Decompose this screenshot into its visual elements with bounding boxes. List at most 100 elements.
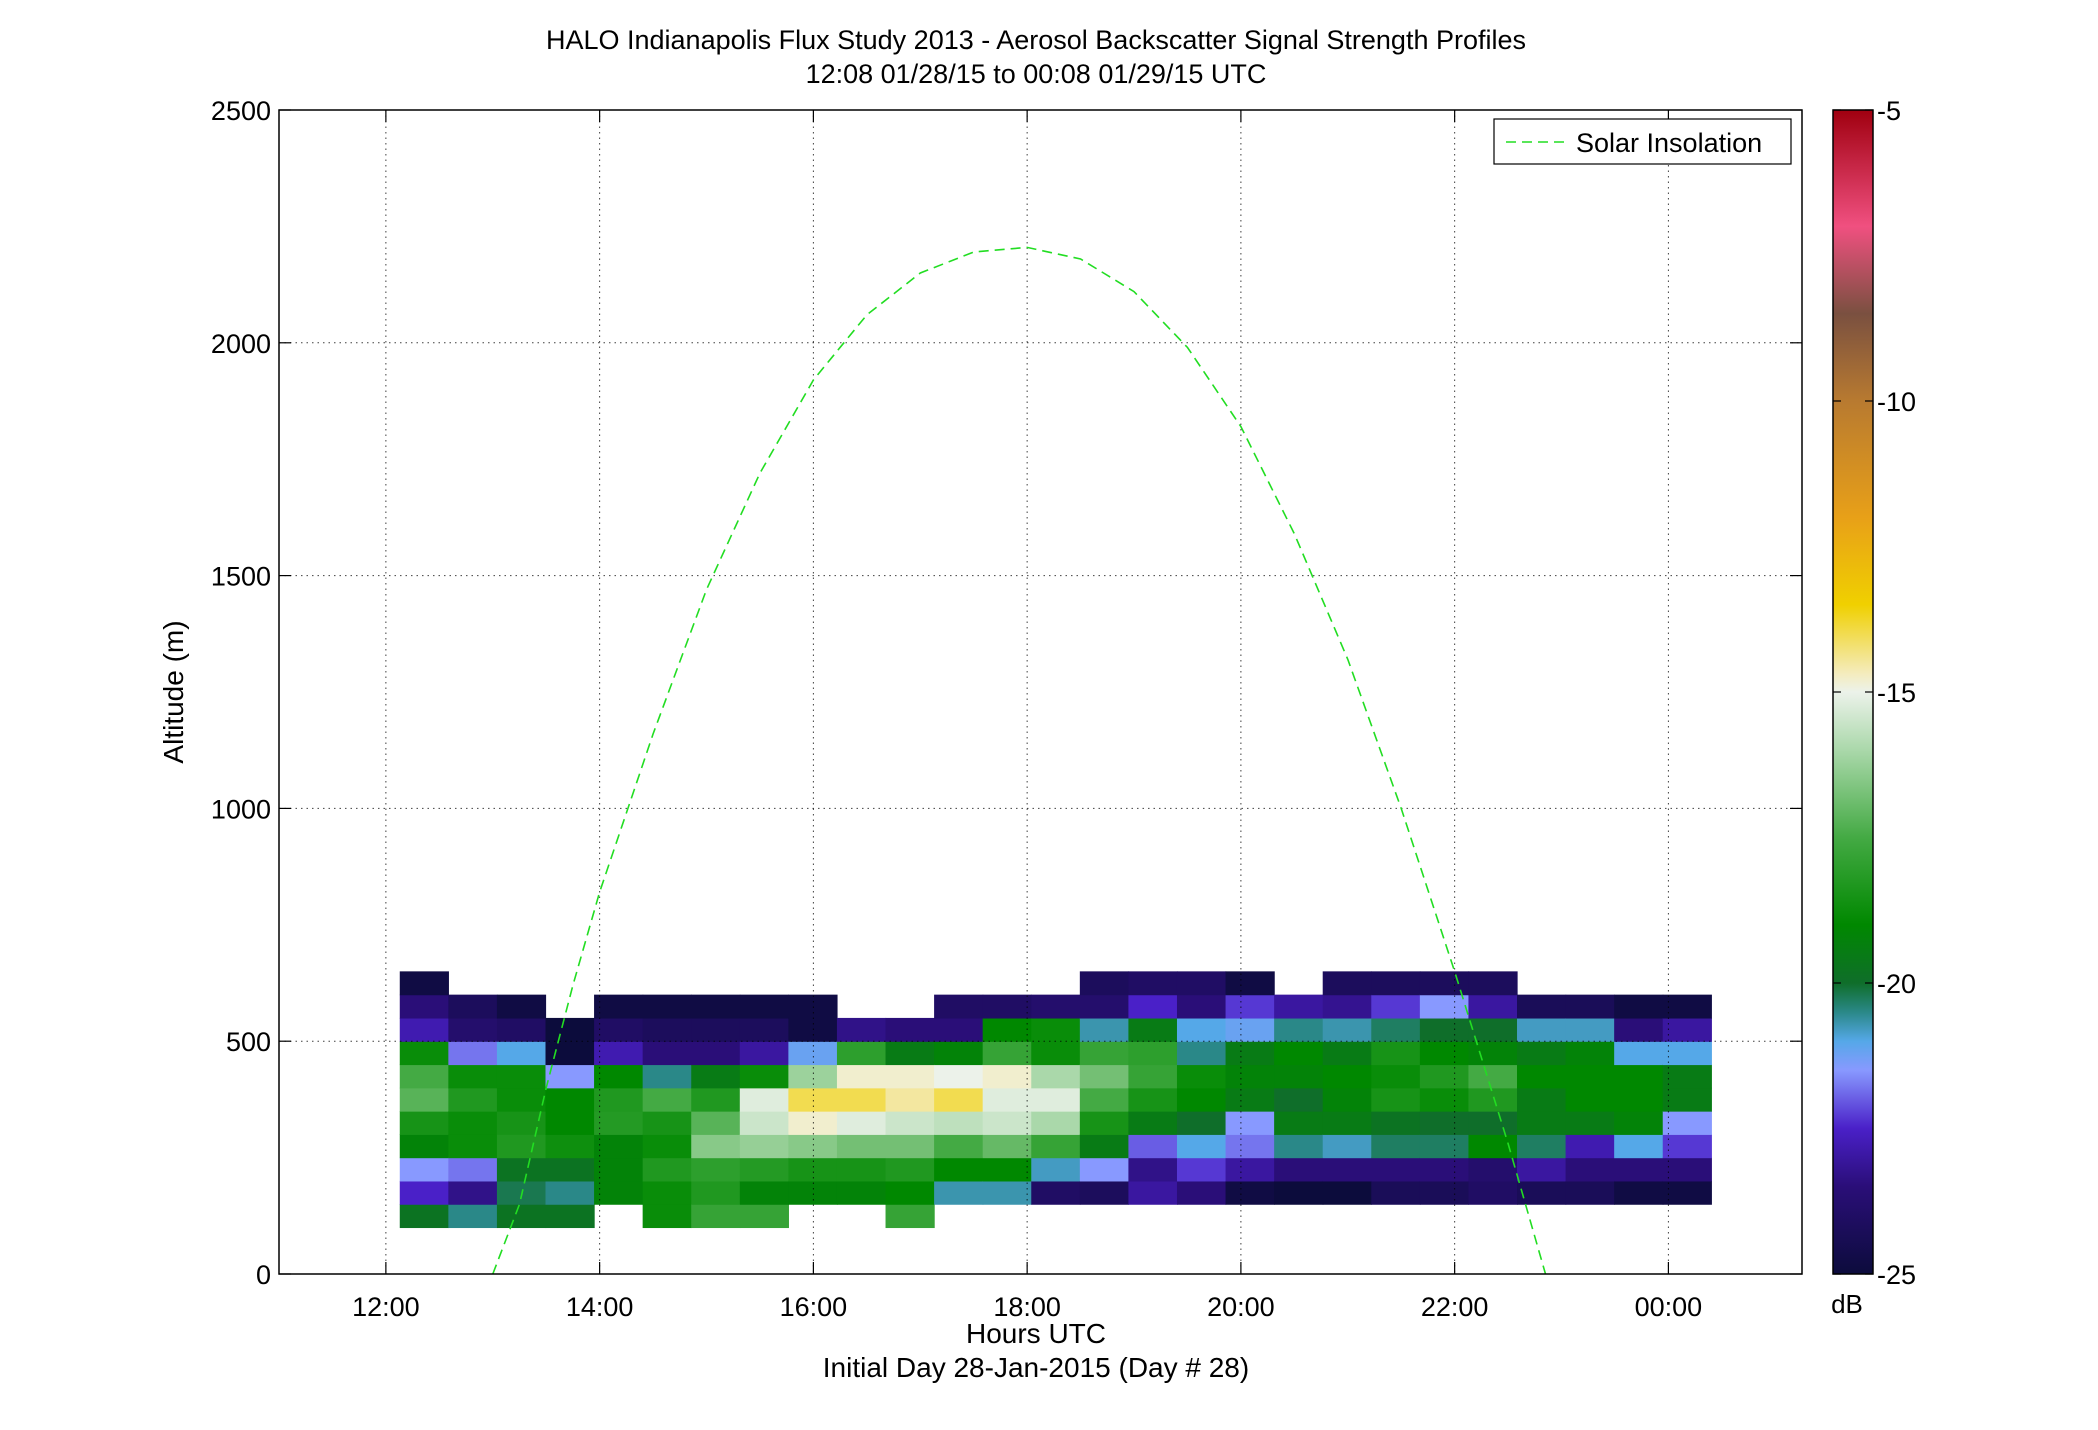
heatmap-cell [1517,1111,1567,1135]
x-axis-label: Hours UTC [966,1318,1106,1349]
chart-subtitle: 12:08 01/28/15 to 00:08 01/29/15 UTC [806,59,1267,89]
heatmap-cell [739,1064,789,1089]
heatmap-cell [496,1134,547,1159]
heatmap-cell [739,1134,789,1159]
heatmap-cell [885,1134,935,1159]
heatmap-cell [1614,1087,1664,1112]
heatmap-cell [399,971,449,996]
heatmap-cell [788,1157,838,1182]
heatmap-cell [1468,1157,1518,1182]
heatmap-cell [1176,1111,1227,1135]
heatmap-cell [1031,994,1081,1019]
heatmap-cell [1274,994,1324,1019]
heatmap-cell [1662,1111,1712,1135]
heatmap-cell [1614,1064,1664,1089]
solar-insolation-curve [492,246,1547,1275]
heatmap-cell [1662,1180,1712,1205]
heatmap-cell [691,1041,741,1066]
heatmap-cell [642,1017,692,1042]
y-tick-label: 1500 [211,562,271,592]
heatmap-cell [1322,1064,1372,1089]
heatmap-cell [1419,1017,1470,1042]
x-tick-label: 12:00 [352,1292,420,1322]
heatmap-cell [1225,1157,1275,1182]
heatmap-cell [1176,1087,1227,1112]
heatmap-cell [545,1041,595,1066]
heatmap-cell [1031,1041,1081,1066]
heatmap-cell [1079,994,1130,1019]
heatmap-cell [1517,994,1567,1019]
heatmap-cell [1614,1111,1664,1135]
heatmap-cell [1371,994,1421,1019]
heatmap-cell [1322,1041,1372,1066]
heatmap-cell [642,1157,692,1182]
heatmap-cell [1176,1157,1227,1182]
heatmap-cell [1322,1180,1372,1205]
heatmap-cell [1322,1087,1372,1112]
x-tick-label: 18:00 [993,1292,1061,1322]
heatmap-cell [496,1087,547,1112]
heatmap-cell [836,1087,887,1112]
heatmap-cell [885,1204,935,1229]
heatmap-cell [1468,1087,1518,1112]
heatmap-cell [1419,1064,1470,1089]
solar-insolation-curve-layer [492,246,1547,1275]
heatmap-cell [1274,1134,1324,1159]
heatmap-cell [885,1064,935,1089]
heatmap-cell [1614,1041,1664,1066]
heatmap-cell [1565,1111,1615,1135]
heatmap-cell [496,1017,547,1042]
heatmap-cell [545,1064,595,1089]
heatmap-cell [1614,1134,1664,1159]
heatmap-cell [496,1204,547,1229]
heatmap-cell [448,1111,498,1135]
heatmap-cell [1176,1017,1227,1042]
heatmap-cell [594,994,644,1019]
heatmap-cell [545,1017,595,1042]
heatmap-cell [448,1064,498,1089]
heatmap-cell [1079,1180,1130,1205]
heatmap-cell [1128,1157,1178,1182]
heatmap-cell [885,1111,935,1135]
heatmap-cell [1322,1134,1372,1159]
heatmap-cell [1565,994,1615,1019]
heatmap-cell [1517,1017,1567,1042]
heatmap-cell [642,1064,692,1089]
heatmap-cell [1031,1180,1081,1205]
heatmap-cell [1468,1180,1518,1205]
heatmap-cell [1128,1041,1178,1066]
heatmap-cell [836,1134,887,1159]
heatmap-cell [1128,1180,1178,1205]
heatmap-cell [1031,1134,1081,1159]
heatmap-cell [1565,1134,1615,1159]
colorbar-ticks: -5 -10 -15 -20 -25 [1833,96,1916,1290]
heatmap-cell [594,1064,644,1089]
heatmap-cell [496,1041,547,1066]
heatmap-cell [1225,1180,1275,1205]
heatmap-cell [934,1041,984,1066]
heatmap-cell [1128,1017,1178,1042]
heatmap-cell [448,1087,498,1112]
heatmap-cell [1322,1017,1372,1042]
heatmap-cell [1079,1157,1130,1182]
heatmap-cell [545,1180,595,1205]
heatmap-cell [1662,1064,1712,1089]
heatmap-cell [1176,994,1227,1019]
heatmap-cell [1031,1157,1081,1182]
heatmap-cell [982,1134,1032,1159]
heatmap-cell [1079,1134,1130,1159]
heatmap-cell [545,1204,595,1229]
heatmap-cell [545,1087,595,1112]
heatmap-cell [1274,1041,1324,1066]
heatmap-cell [1662,1157,1712,1182]
heatmap-cell [1225,1111,1275,1135]
y-tick-label: 500 [226,1027,271,1057]
heatmap-cell [399,1204,449,1229]
heatmap-cell [788,1064,838,1089]
heatmap-cell [1225,994,1275,1019]
heatmap-cell [982,1041,1032,1066]
heatmap-cell [691,1134,741,1159]
x-axis-label-secondary: Initial Day 28-Jan-2015 (Day # 28) [823,1352,1249,1383]
heatmap-cell [1517,1157,1567,1182]
